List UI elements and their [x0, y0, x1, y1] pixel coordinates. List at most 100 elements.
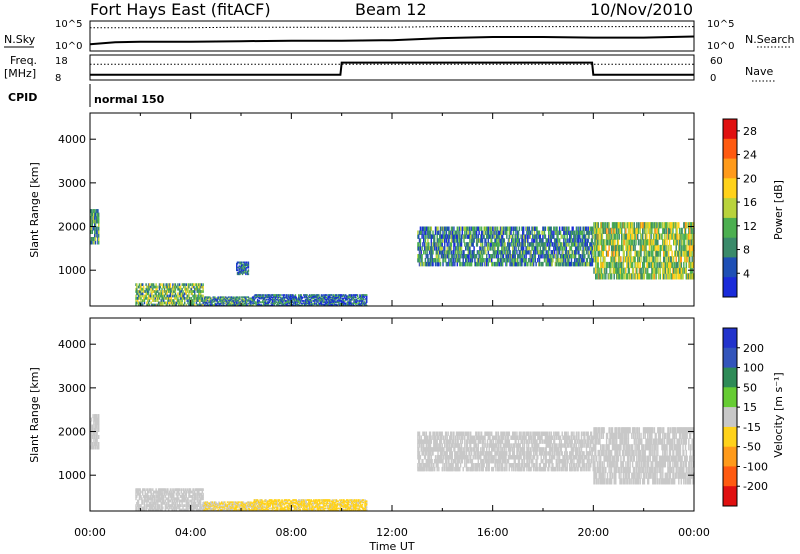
data-cell: [90, 438, 93, 443]
data-cell: [501, 230, 503, 235]
data-cell: [611, 222, 614, 229]
data-cell: [137, 290, 139, 293]
data-cell: [605, 222, 607, 229]
data-cell: [322, 301, 324, 303]
data-cell: [251, 297, 254, 299]
data-cell: [229, 509, 231, 511]
data-cell: [457, 258, 459, 263]
data-cell: [90, 424, 92, 429]
data-cell: [324, 295, 326, 298]
data-cell: [135, 492, 137, 496]
data-cell: [168, 504, 170, 507]
data-cell: [593, 256, 595, 263]
data-cell: [156, 287, 158, 291]
data-cell: [136, 488, 138, 492]
data-cell: [673, 256, 675, 263]
data-cell: [539, 238, 542, 243]
data-cell: [267, 302, 270, 305]
data-cell: [241, 300, 244, 302]
data-cell: [167, 299, 169, 302]
data-cell: [683, 261, 685, 269]
data-cell: [459, 242, 462, 247]
data-cell: [171, 495, 173, 498]
data-cell: [610, 227, 612, 234]
data-cell: [161, 292, 163, 296]
data-cell: [238, 302, 240, 304]
data-cell: [626, 244, 628, 252]
data-cell: [154, 299, 157, 302]
data-cell: [691, 261, 693, 269]
data-cell: [628, 267, 631, 274]
data-cell: [166, 287, 168, 291]
data-cell: [475, 261, 477, 267]
data-cell: [345, 296, 348, 299]
data-cell: [571, 230, 573, 235]
data-cell: [564, 226, 566, 231]
data-cell: [90, 424, 93, 429]
data-cell: [180, 294, 183, 298]
data-cell: [598, 239, 600, 246]
data-cell: [497, 254, 500, 259]
data-cell: [189, 504, 191, 507]
data-cell: [169, 287, 172, 291]
data-cell: [157, 504, 159, 507]
data-cell: [237, 501, 240, 503]
data-cell: [358, 300, 360, 302]
data-cell: [452, 254, 454, 259]
data-cell: [239, 269, 241, 272]
data-cell: [635, 239, 637, 246]
data-cell: [341, 297, 344, 300]
data-cell: [153, 285, 156, 289]
data-cell: [233, 298, 235, 300]
data-cell: [275, 298, 277, 301]
data-cell: [289, 301, 292, 303]
data-cell: [418, 254, 421, 259]
data-cell: [444, 226, 447, 231]
data-cell: [213, 503, 215, 505]
data-cell: [261, 301, 263, 303]
data-cell: [631, 244, 633, 252]
data-cell: [429, 250, 432, 255]
data-cell: [243, 300, 245, 302]
data-cell: [303, 303, 306, 306]
data-cell: [569, 246, 571, 251]
data-cell: [601, 222, 604, 229]
data-cell: [353, 301, 355, 303]
data-cell: [444, 226, 446, 231]
data-cell: [637, 273, 639, 280]
data-cell: [612, 244, 615, 252]
data-cell: [235, 304, 237, 306]
data-cell: [153, 490, 156, 494]
data-cell: [243, 298, 245, 300]
data-cell: [250, 304, 252, 306]
data-cell: [532, 234, 535, 239]
data-cell: [171, 497, 173, 501]
data-cell: [262, 302, 265, 305]
data-cell: [240, 265, 242, 268]
data-cell: [206, 501, 209, 503]
data-cell: [626, 256, 629, 263]
noise-left-tick-top: 10^5: [55, 19, 82, 30]
data-cell: [617, 222, 620, 229]
data-cell: [230, 502, 232, 504]
data-cell: [162, 490, 164, 494]
data-cell: [218, 304, 220, 306]
data-cell: [194, 296, 197, 300]
data-cell: [500, 230, 502, 235]
data-cell: [465, 226, 467, 231]
data-cell: [527, 246, 529, 251]
data-cell: [660, 244, 662, 252]
data-cell: [450, 238, 453, 243]
data-cell: [547, 254, 549, 259]
data-cell: [493, 261, 495, 267]
data-cell: [93, 445, 95, 450]
data-cell: [243, 262, 245, 265]
data-cell: [584, 234, 586, 239]
data-cell: [459, 226, 462, 231]
data-cell: [342, 294, 344, 296]
data-cell: [227, 503, 230, 505]
data-cell: [225, 508, 228, 510]
data-cell: [210, 507, 212, 509]
data-cell: [527, 238, 529, 243]
data-cell: [194, 501, 197, 505]
